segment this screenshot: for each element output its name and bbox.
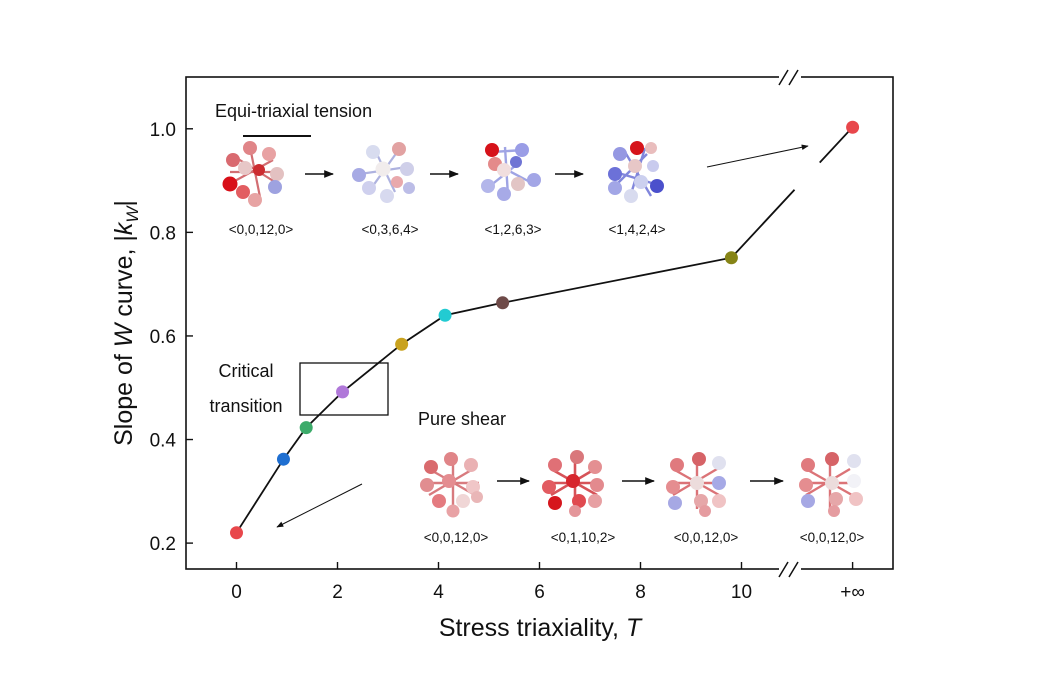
voronoi-top-labels: <0,0,12,0> <0,3,6,4> <1,2,6,3> <1,4,2,4> xyxy=(229,222,666,237)
voronoi-bottom-label: <0,1,10,2> xyxy=(551,530,616,545)
tick-labels: 0 2 4 6 8 10 +∞ 0.2 0.4 0.6 0.8 1.0 xyxy=(150,120,865,603)
cluster-image-top-2 xyxy=(352,142,415,203)
data-point xyxy=(299,421,313,435)
critical-label-line2: transition xyxy=(209,396,282,416)
data-point xyxy=(724,251,738,265)
y-tick-label: 0.8 xyxy=(150,223,176,244)
x-axis-break-bottom xyxy=(778,561,801,578)
line-break-gap xyxy=(793,161,822,192)
cluster-row-bottom xyxy=(420,450,863,518)
cluster-image-bottom-4 xyxy=(799,452,863,517)
x-axis-title: Stress triaxiality, T xyxy=(439,614,643,642)
x-tick-label: 8 xyxy=(635,582,646,603)
voronoi-bottom-label: <0,0,12,0> xyxy=(800,530,865,545)
y-axis-title: Slope of W curve, |kW| xyxy=(110,200,142,446)
cluster-row-top xyxy=(222,135,664,207)
y-tick-label: 0.2 xyxy=(150,534,176,555)
y-tick-label: 0.6 xyxy=(150,327,176,348)
voronoi-top-label: <0,0,12,0> xyxy=(229,222,294,237)
x-tick-label: 0 xyxy=(231,582,242,603)
series-line xyxy=(235,126,854,534)
x-tick-label: +∞ xyxy=(840,582,865,603)
data-point xyxy=(230,526,243,540)
pure-shear-label: Pure shear xyxy=(418,409,506,429)
bottom-left-arrow xyxy=(276,483,363,528)
data-point xyxy=(846,120,860,134)
x-tick-label: 6 xyxy=(534,582,545,603)
cluster-image-bottom-1 xyxy=(420,452,483,518)
cluster-image-bottom-3 xyxy=(666,452,726,517)
x-tick-label: 2 xyxy=(332,582,343,603)
x-tick-label: 10 xyxy=(731,582,752,603)
voronoi-bottom-label: <0,0,12,0> xyxy=(674,530,739,545)
cluster-image-top-4 xyxy=(608,141,664,203)
data-point xyxy=(395,337,409,351)
y-tick-label: 0.4 xyxy=(150,431,177,452)
voronoi-top-label: <1,2,6,3> xyxy=(484,222,541,237)
series-points xyxy=(230,120,860,540)
voronoi-bottom-label: <0,0,12,0> xyxy=(424,530,489,545)
data-point xyxy=(496,296,510,310)
y-tick-label: 1.0 xyxy=(150,120,176,141)
axis-ticks xyxy=(186,128,854,569)
cluster-image-top-3 xyxy=(481,143,541,201)
data-point xyxy=(276,452,290,466)
critical-transition-box xyxy=(299,362,389,416)
x-axis-break-top xyxy=(778,69,801,86)
voronoi-top-label: <0,3,6,4> xyxy=(361,222,418,237)
voronoi-bottom-labels: <0,0,12,0> <0,1,10,2> <0,0,12,0> <0,0,12… xyxy=(424,530,865,545)
voronoi-top-label: <1,4,2,4> xyxy=(608,222,665,237)
x-tick-label: 4 xyxy=(433,582,444,603)
data-point xyxy=(438,308,452,322)
series-line-path xyxy=(235,126,854,534)
cluster-image-top-1 xyxy=(222,141,284,207)
data-point xyxy=(336,385,350,399)
critical-label-line1: Critical xyxy=(218,361,273,381)
equi-triaxial-label: Equi-triaxial tension xyxy=(215,101,372,121)
top-right-arrow xyxy=(706,144,809,168)
cluster-image-bottom-2 xyxy=(542,450,604,517)
